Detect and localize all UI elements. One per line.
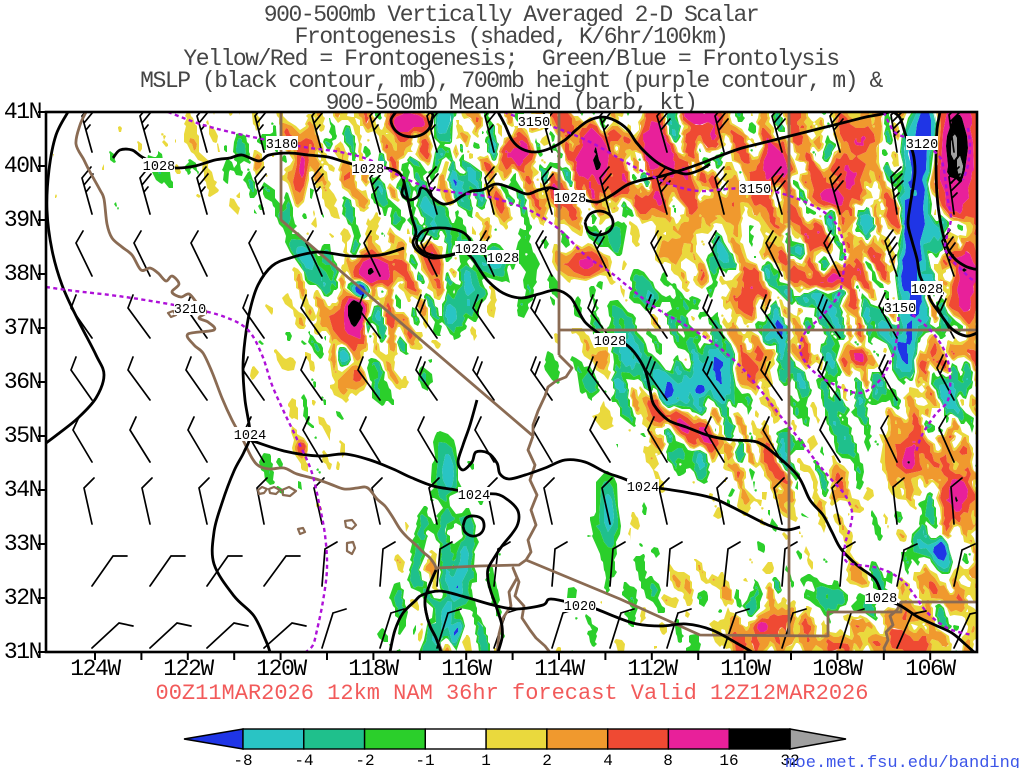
svg-text:3210: 3210 (174, 303, 206, 318)
svg-text:1028: 1028 (143, 160, 175, 175)
svg-text:00Z11MAR2026 12km NAM 36hr for: 00Z11MAR2026 12km NAM 36hr forecast Vali… (156, 681, 869, 706)
svg-text:4: 4 (603, 752, 613, 768)
svg-text:110W: 110W (720, 656, 771, 682)
svg-text:Frontogenesis (shaded, K/6hr/1: Frontogenesis (shaded, K/6hr/100km) (295, 24, 728, 50)
svg-text:3150: 3150 (518, 116, 550, 131)
svg-text:16: 16 (719, 752, 738, 768)
svg-text:118W: 118W (348, 656, 399, 682)
svg-text:3180: 3180 (266, 138, 298, 153)
svg-text:Yellow/Red = Frontogenesis; G: Yellow/Red = Frontogenesis; Green/Blue =… (183, 46, 838, 72)
svg-text:40N: 40N (4, 153, 41, 179)
svg-text:120W: 120W (256, 656, 307, 682)
svg-text:1024: 1024 (234, 429, 266, 444)
svg-text:124W: 124W (70, 656, 121, 682)
svg-text:35N: 35N (4, 423, 41, 449)
svg-text:8: 8 (663, 752, 673, 768)
svg-text:36N: 36N (4, 369, 41, 395)
svg-text:-4: -4 (294, 752, 313, 768)
svg-text:1028: 1028 (594, 335, 626, 350)
svg-text:1028: 1028 (911, 283, 943, 298)
svg-text:32N: 32N (4, 585, 41, 611)
svg-text:1024: 1024 (627, 481, 659, 496)
svg-text:112W: 112W (627, 656, 678, 682)
svg-text:1028: 1028 (865, 592, 897, 607)
svg-text:37N: 37N (4, 315, 41, 341)
svg-text:39N: 39N (4, 207, 41, 233)
svg-text:32: 32 (780, 752, 799, 768)
svg-text:3120: 3120 (906, 138, 938, 153)
svg-text:33N: 33N (4, 531, 41, 557)
svg-text:2: 2 (542, 752, 552, 768)
svg-text:34N: 34N (4, 477, 41, 503)
svg-text:122W: 122W (163, 656, 214, 682)
svg-text:3150: 3150 (884, 302, 916, 317)
svg-text:1020: 1020 (564, 600, 596, 615)
svg-text:116W: 116W (441, 656, 492, 682)
svg-text:106W: 106W (905, 656, 956, 682)
svg-text:-8: -8 (233, 752, 252, 768)
svg-text:900-500mb Vertically Averaged: 900-500mb Vertically Averaged 2-D Scalar (264, 2, 759, 28)
svg-text:41N: 41N (4, 99, 41, 125)
svg-text:114W: 114W (534, 656, 585, 682)
svg-text:31N: 31N (4, 639, 41, 665)
svg-text:-1: -1 (415, 752, 434, 768)
svg-text:-2: -2 (355, 752, 374, 768)
svg-text:1028: 1028 (487, 252, 519, 267)
svg-text:1028: 1028 (554, 192, 586, 207)
svg-text:108W: 108W (812, 656, 863, 682)
svg-text:1: 1 (481, 752, 491, 768)
svg-text:MSLP (black contour, mb), 700m: MSLP (black contour, mb), 700mb height (… (140, 68, 883, 94)
svg-text:38N: 38N (4, 261, 41, 287)
svg-text:1028: 1028 (352, 163, 384, 178)
svg-text:1024: 1024 (458, 489, 490, 504)
svg-text:moe.met.fsu.edu/banding: moe.met.fsu.edu/banding (785, 754, 1020, 768)
svg-text:3150: 3150 (739, 183, 771, 198)
svg-text:1028: 1028 (455, 243, 487, 258)
